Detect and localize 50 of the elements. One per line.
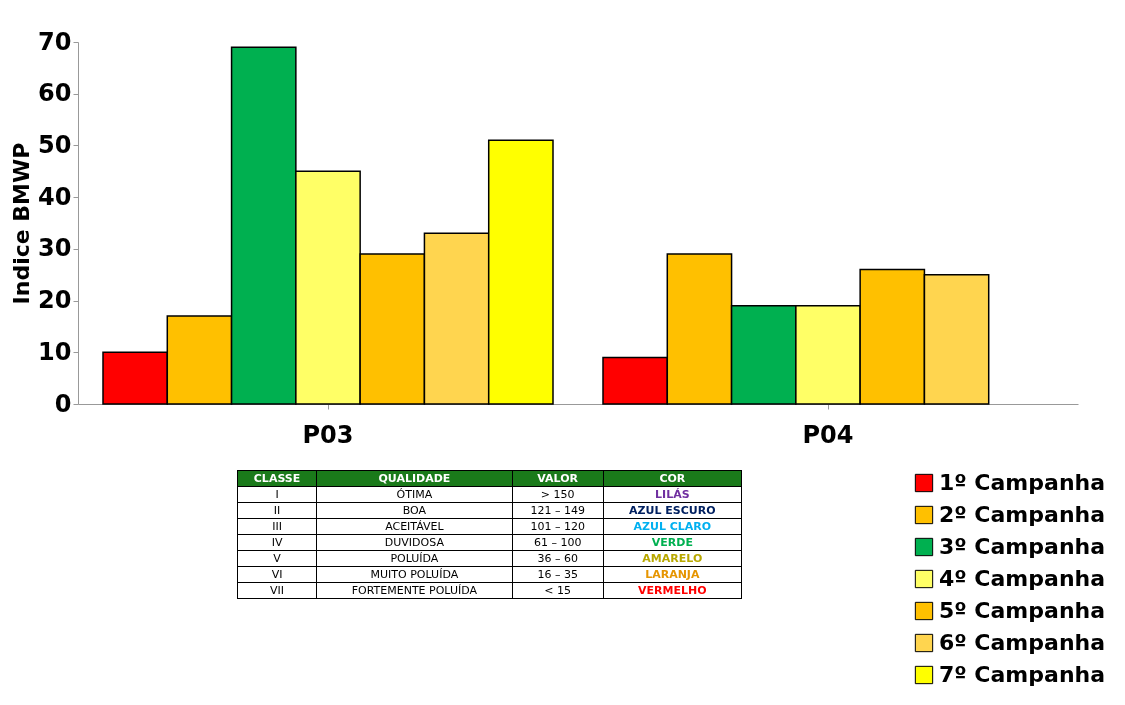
- text: V: [237, 550, 317, 567]
- text: 36 – 60: [512, 550, 604, 567]
- text: QUALIDADE: [316, 470, 513, 487]
- text: POLUÍDA: [316, 550, 513, 567]
- text: VERMELHO: [603, 582, 742, 599]
- legend-label: 6º Campanha: [939, 630, 1106, 655]
- text: 121 – 149: [512, 502, 604, 519]
- y-axis-title: Indice BMWP: [9, 142, 35, 305]
- text: VII: [237, 582, 317, 599]
- legend-label: 2º Campanha: [939, 502, 1106, 527]
- legend-label: 3º Campanha: [939, 534, 1106, 559]
- y-tick-label: 10: [38, 337, 72, 366]
- text: FORTEMENTE POLUÍDA: [316, 582, 513, 599]
- text: VALOR: [512, 470, 604, 487]
- text: VI: [237, 566, 317, 583]
- text: 61 – 100: [512, 534, 604, 551]
- x-tick-label: P04: [802, 420, 854, 449]
- text: AMARELO: [603, 550, 742, 567]
- text: VERDE: [603, 534, 742, 551]
- text: MUITO POLUÍDA: [316, 566, 513, 583]
- y-tick-label: 70: [38, 27, 72, 56]
- y-tick-label: 20: [38, 286, 72, 315]
- legend-label: 7º Campanha: [939, 662, 1106, 687]
- text: COR: [603, 470, 742, 487]
- x-tick-label: P03: [302, 420, 354, 449]
- text: 101 – 120: [512, 518, 604, 535]
- text: III: [237, 518, 317, 535]
- text: AZUL CLARO: [603, 518, 742, 535]
- legend-label: 4º Campanha: [939, 566, 1106, 591]
- text: II: [237, 502, 317, 519]
- text: AZUL ESCURO: [603, 502, 742, 519]
- y-tick-label: 60: [38, 79, 72, 108]
- text: < 15: [512, 582, 604, 599]
- text: BOA: [316, 502, 513, 519]
- text: CLASSE: [237, 470, 317, 487]
- text: IV: [237, 534, 317, 551]
- y-tick-label: 30: [38, 234, 72, 263]
- text: ÓTIMA: [316, 486, 513, 503]
- text: 16 – 35: [512, 566, 604, 583]
- y-tick-label: 50: [38, 130, 72, 159]
- text: DUVIDOSA: [316, 534, 513, 551]
- y-tick-label: 0: [54, 389, 72, 418]
- legend-label: 5º Campanha: [939, 598, 1106, 623]
- legend-label: 1º Campanha: [939, 470, 1106, 495]
- text: ACEITÁVEL: [316, 518, 513, 535]
- y-tick-label: 40: [38, 182, 72, 211]
- text: I: [237, 486, 317, 503]
- text: LILÁS: [603, 486, 742, 503]
- text: > 150: [512, 486, 604, 503]
- text: LARANJA: [603, 566, 742, 583]
